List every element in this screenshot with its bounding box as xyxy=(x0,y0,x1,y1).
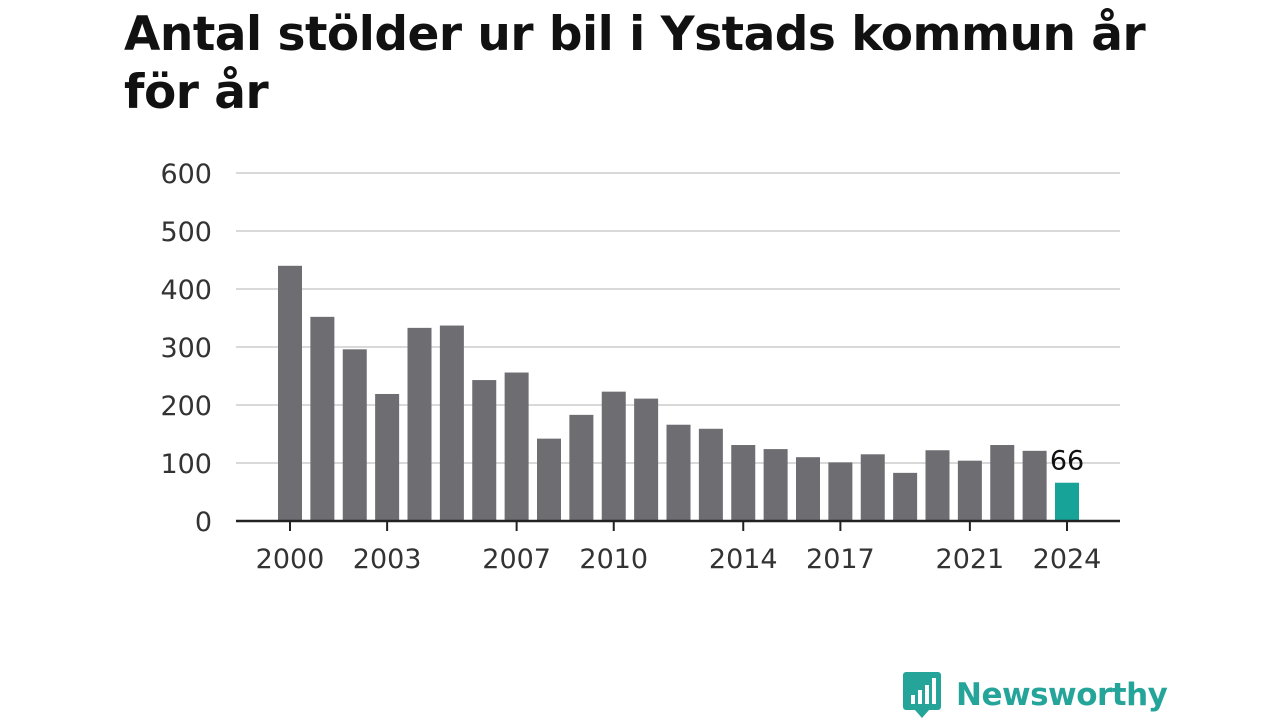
bar-2016 xyxy=(796,457,820,521)
y-tick-label: 200 xyxy=(160,391,212,422)
bar-2018 xyxy=(860,454,885,521)
y-tick-label: 300 xyxy=(160,333,212,364)
bar-2015 xyxy=(763,449,788,521)
bar-2009 xyxy=(569,414,594,521)
bar-2014 xyxy=(731,445,756,521)
x-tick-label: 2010 xyxy=(579,544,648,575)
x-tick-label: 2003 xyxy=(353,544,422,575)
bars xyxy=(278,265,1079,521)
x-tick-label: 2017 xyxy=(806,544,875,575)
bar-2023 xyxy=(1022,450,1047,521)
bar-2022 xyxy=(990,445,1015,521)
bar-2021 xyxy=(957,460,982,521)
bar-2012 xyxy=(666,424,691,521)
bar-2002 xyxy=(342,349,367,521)
x-tick-label: 2000 xyxy=(256,544,325,575)
bar-2001 xyxy=(310,316,335,521)
bar-2004 xyxy=(407,327,432,521)
bar-2000 xyxy=(278,265,302,521)
x-tick-label: 2021 xyxy=(936,544,1005,575)
x-tick-label: 2024 xyxy=(1033,544,1102,575)
bar-2010 xyxy=(601,391,626,521)
y-tick-label: 400 xyxy=(160,275,212,306)
y-tick-label: 100 xyxy=(160,449,212,480)
bar-chart: 0 100 200 300 400 500 600 2000 2003 2007 2010 2014… xyxy=(160,159,1120,575)
bar-2019 xyxy=(893,472,918,521)
data-label: 66 xyxy=(1050,446,1084,477)
bar-2003 xyxy=(375,393,400,521)
y-axis-ticks: 0 100 200 300 400 500 600 xyxy=(160,159,212,538)
bar-2017 xyxy=(828,462,853,521)
bar-chart-speech-bubble-icon xyxy=(903,672,941,718)
bar-2005 xyxy=(439,325,464,521)
bar-2007 xyxy=(504,372,529,521)
x-axis-ticks: 2000 2003 2007 2010 2014 2017 2021 2024 xyxy=(256,521,1102,575)
y-tick-label: 600 xyxy=(160,159,212,190)
bar-2013 xyxy=(698,428,723,521)
bar-2024 xyxy=(1055,482,1079,521)
x-tick-label: 2007 xyxy=(482,544,551,575)
x-tick-label: 2014 xyxy=(709,544,778,575)
bar-2008 xyxy=(537,438,561,521)
bar-2006 xyxy=(472,380,497,521)
bar-2011 xyxy=(634,398,659,521)
brand-name: Newsworthy xyxy=(956,677,1168,713)
y-tick-label: 500 xyxy=(160,217,212,248)
y-tick-label: 0 xyxy=(195,507,212,538)
data-labels: 66 xyxy=(1050,446,1084,477)
bar-2020 xyxy=(925,450,950,521)
grid-lines xyxy=(236,172,1120,464)
newsworthy-logo: Newsworthy xyxy=(902,671,1168,719)
chart-title: Antal stölder ur bil i Ystads kommun år … xyxy=(124,7,1146,120)
